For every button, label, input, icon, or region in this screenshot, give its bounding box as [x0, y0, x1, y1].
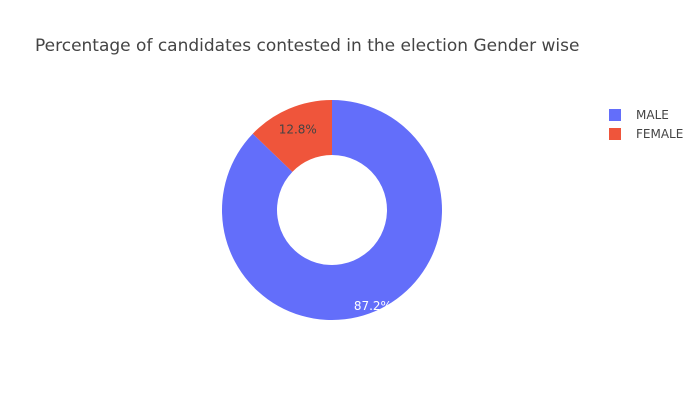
legend-swatch-female — [609, 128, 621, 140]
legend-item-male[interactable]: MALE — [609, 108, 669, 122]
legend-label-female: FEMALE — [636, 127, 683, 141]
slice-female[interactable] — [252, 100, 332, 172]
legend-swatch-male — [609, 109, 621, 121]
slice-label-male: 87.2% — [354, 299, 392, 313]
donut-slices — [221, 100, 442, 320]
slice-labels: 87.2% 12.8% — [279, 122, 392, 313]
slice-label-female: 12.8% — [279, 122, 317, 136]
legend-item-female[interactable]: FEMALE — [609, 127, 683, 141]
legend-label-male: MALE — [636, 108, 669, 122]
legend[interactable]: MALE FEMALE — [609, 108, 683, 141]
chart-title: Percentage of candidates contested in th… — [35, 36, 579, 56]
slice-male[interactable] — [221, 100, 442, 320]
